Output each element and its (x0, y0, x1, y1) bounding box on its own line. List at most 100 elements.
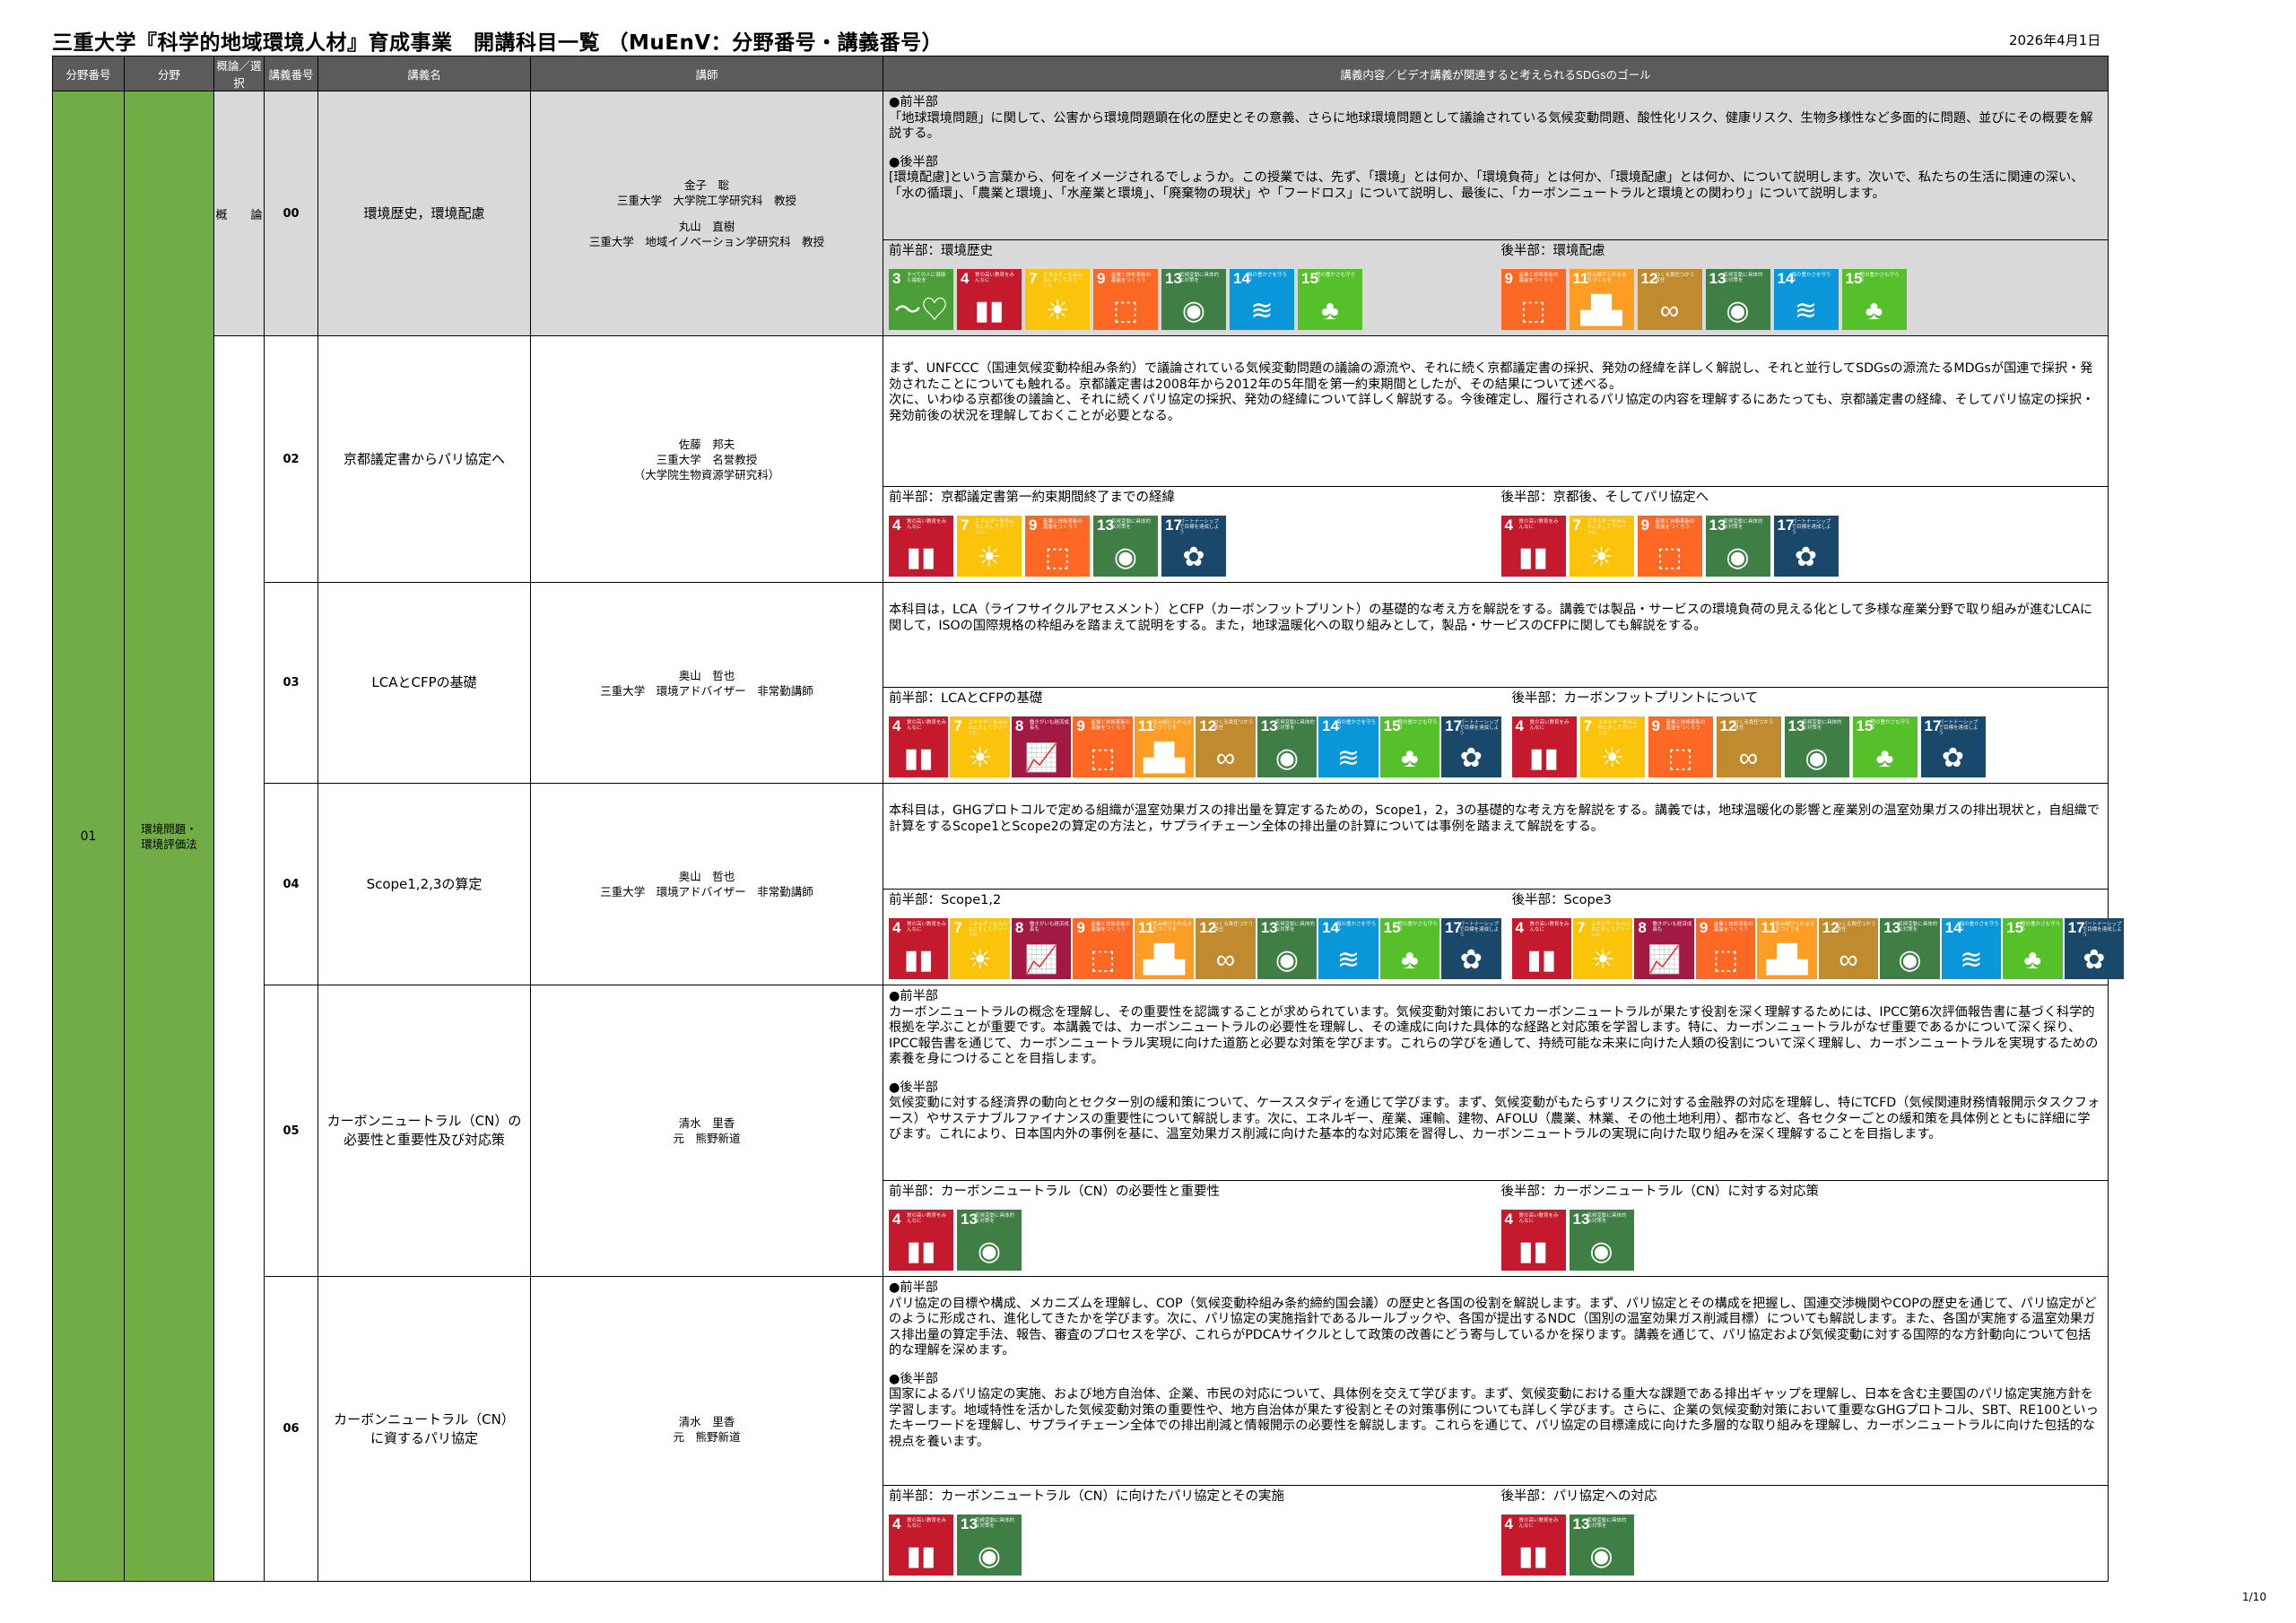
sdg-goal-8-icon: 8 働きがいも経済成長も 📈 (1634, 918, 1694, 979)
description-paragraph: 気候変動に対する経済界の動向とセクター別の緩和策について、ケーススタディを通じて… (889, 1096, 2100, 1141)
sdg-section: 前半部：カーボンニュートラル（CN）に向けたパリ協定とその実施 4 質の高い教育をみ… (883, 1485, 2108, 1581)
sdg-glyph: ◉ (1274, 945, 1300, 975)
sdg-number: 7 (953, 919, 962, 936)
sdg-caption: エネルギーをみんなにそしてクリーンに (968, 720, 1008, 736)
lecture-number: 00 (283, 206, 300, 221)
page-title: 三重大学『科学的地域環境人材』育成事業 開講科目一覧 （MuEnV：分野番号・講… (52, 31, 944, 55)
sdg-goal-11-icon: 11 住み続けられるまちづくりを ▟▙ (1757, 918, 1817, 979)
sdg-right-half: 後半部：環境配慮 9 産業と技術革新の基盤をつくろう ⬚ 11 住み続けられるまちづくりを… (1495, 240, 2108, 335)
sdg-goal-9-icon: 9 産業と技術革新の基盤をつくろう ⬚ (1073, 918, 1133, 979)
sdg-icon-row: 4 質の高い教育をみんなに ▮▮ 7 エネルギーをみんなにそしてクリーンに ☀ 8 働きがいも… (1511, 918, 2125, 979)
sdg-part-label: 前半部：カーボンニュートラル（CN）の必要性と重要性 (889, 1185, 1220, 1199)
sdg-caption: 質の高い教育をみんなに (1518, 1518, 1559, 1529)
sdg-section: 前半部：LCAとCFPの基礎 4 質の高い教育をみんなに ▮▮ 7 エネルギーをみんなにそ… (883, 687, 2108, 783)
sdg-glyph: ≋ (1336, 945, 1360, 975)
sdg-goal-7-icon: 7 エネルギーをみんなにそしてクリーンに ☀ (1025, 269, 1090, 330)
sdg-icon-row: 9 産業と技術革新の基盤をつくろう ⬚ 11 住み続けられるまちづくりを ▟▙ 12 つくる責… (1500, 269, 2103, 330)
sdg-glyph: ☀ (1590, 945, 1615, 975)
content-cell: ●前半部 「地球環境問題」に関して、公害から環境問題顕在化の歴史とその意義、さらに… (883, 91, 2109, 336)
sdg-glyph: 〜♡ (894, 296, 948, 325)
section-heading: ●後半部 (889, 1371, 938, 1386)
sdg-glyph: ⬚ (1667, 743, 1693, 773)
sdg-goal-12-icon: 12 つくる責任つかう責任 ∞ (1196, 716, 1256, 777)
lecture-description: ●前半部 カーボンニュートラルの概念を理解し、その重要性を認識することが求められて… (883, 985, 2108, 1180)
sdg-caption: 気候変動に具体的な対策を (975, 1518, 1015, 1529)
instructor-cell: 清水 里香元 熊野新道 (530, 985, 883, 1277)
sdg-number: 12 (1822, 919, 1839, 936)
instructor-cell: 佐藤 邦夫 三重大学 名誉教授 （大学院生物資源学研究科） (530, 335, 883, 583)
sdg-caption: エネルギーをみんなにそしてクリーンに (1043, 273, 1083, 289)
sdg-caption: 気候変動に具体的な対策を (1587, 1518, 1627, 1529)
sdg-number: 4 (892, 717, 901, 734)
sdg-part-label: 後半部：環境配慮 (1500, 244, 1605, 258)
lecture-number: 04 (283, 877, 300, 891)
sdg-goal-13-icon: 13 気候変動に具体的な対策を ◉ (1257, 716, 1318, 777)
sdg-caption: 気候変動に具体的な対策を (1587, 1213, 1627, 1224)
content-cell: 本科目は，LCA（ライフサイクルアセスメント）とCFP（カーボンフットプリント）… (883, 582, 2109, 784)
sdg-number: 15 (1383, 717, 1401, 734)
sdg-goal-11-icon: 11 住み続けられるまちづくりを ▟▙ (1134, 716, 1195, 777)
lecture-number-cell: 05 (264, 985, 318, 1277)
sdg-caption: パートナーシップで目標を達成しよう (1179, 519, 1220, 535)
sdg-part-label: 後半部：パリ協定への対応 (1500, 1489, 1657, 1504)
sdg-caption: パートナーシップで目標を達成しよう (1459, 922, 1500, 938)
lecture-number: 06 (283, 1422, 300, 1436)
header-field: 分野 (124, 56, 214, 91)
sdg-goal-13-icon: 13 気候変動に具体的な対策を ◉ (1705, 516, 1770, 577)
sdg-caption: 質の高い教育をみんなに (907, 1213, 947, 1224)
sdg-goal-8-icon: 8 働きがいも経済成長も 📈 (1011, 716, 1072, 777)
sdg-glyph: ≋ (1250, 296, 1274, 325)
instructor-line: 三重大学 環境アドバイザー 非常勤講師 (600, 885, 813, 898)
sdg-glyph: ♣ (2023, 945, 2042, 975)
sdg-number: 7 (1583, 717, 1592, 734)
sdg-number: 13 (1883, 919, 1901, 936)
sdg-number: 7 (1029, 270, 1038, 287)
sdg-number: 11 (1572, 270, 1589, 287)
sdg-caption: 陸の豊かさも守ろう (2021, 922, 2061, 933)
sdg-caption: 質の高い教育をみんなに (1518, 519, 1559, 530)
sdg-glyph: ◉ (1726, 296, 1750, 325)
sdg-goal-4-icon: 4 質の高い教育をみんなに ▮▮ (889, 716, 949, 777)
sdg-caption: 住み続けられるまちづくりを (1775, 922, 1815, 933)
sdg-caption: 気候変動に具体的な対策を (1898, 922, 1938, 933)
sdg-glyph: ✿ (2083, 945, 2106, 975)
sdg-goal-9-icon: 9 産業と技術革新の基盤をつくろう ⬚ (1093, 269, 1158, 330)
lecture-name: Scope1,2,3の算定 (366, 875, 483, 892)
sdg-part-label: 前半部：カーボンニュートラル（CN）に向けたパリ協定とその実施 (889, 1489, 1285, 1504)
lecture-description: ●前半部 「地球環境問題」に関して、公害から環境問題顕在化の歴史とその意義、さらに… (883, 91, 2108, 239)
sdg-caption: 住み続けられるまちづくりを (1152, 720, 1192, 731)
sdg-number: 4 (892, 919, 901, 936)
sdg-caption: つくる責任つかう責任 (1213, 720, 1254, 731)
sdg-glyph: ☀ (977, 542, 1002, 572)
sdg-goal-14-icon: 14 海の豊かさを守ろう ≋ (1318, 918, 1378, 979)
sdg-glyph: ▮▮ (906, 1541, 936, 1571)
description-paragraph: 次に、いわゆる京都後の議論と、それに続くパリ協定の採択、発効の経緯について詳しく… (889, 393, 2095, 423)
sdg-goal-3-icon: 3 すべての人に健康と福祉を 〜♡ (889, 269, 953, 330)
table-row: 01 環境問題・ 環境評価法概 論 00 環境歴史，環境配慮 金子 聡三重大学 大学院工学… (52, 91, 2109, 1582)
sdg-goal-17-icon: 17 パートナーシップで目標を達成しよう ✿ (1920, 716, 1986, 777)
sdg-goal-9-icon: 9 産業と技術革新の基盤をつくろう ⬚ (1073, 716, 1133, 777)
sdg-goal-15-icon: 15 陸の豊かさも守ろう ♣ (1379, 716, 1440, 777)
sdg-glyph: ◉ (1589, 1237, 1613, 1266)
sdg-number: 4 (1504, 1515, 1513, 1532)
lecture-name-cell: カーボンニュートラル（CN） に資するパリ協定 (317, 1276, 531, 1582)
lecture-name-cell: Scope1,2,3の算定 (317, 783, 531, 985)
sdg-goal-15-icon: 15 陸の豊かさも守ろう ♣ (1841, 269, 1907, 330)
instructor-cell: 清水 里香元 熊野新道 (530, 1276, 883, 1582)
sdg-number: 12 (1719, 717, 1737, 734)
sdg-number: 4 (892, 1515, 901, 1532)
sdg-goal-13-icon: 13 気候変動に具体的な対策を ◉ (957, 1210, 1022, 1271)
sdg-caption: つくる責任つかう責任 (1213, 922, 1254, 933)
lecture-number-cell: 03 (264, 582, 318, 784)
lecture-description: まず、UNFCCC（国連気候変動枠組み条約）で議論されている気候変動問題の議論の… (883, 336, 2108, 486)
sdg-goal-9-icon: 9 産業と技術革新の基盤をつくろう ⬚ (1025, 516, 1090, 577)
sdg-number: 9 (1097, 270, 1106, 287)
sdg-goal-14-icon: 14 海の豊かさを守ろう ≋ (1318, 716, 1378, 777)
sdg-glyph: ≋ (1794, 296, 1818, 325)
sdg-glyph: ∞ (1215, 945, 1236, 975)
header-type: 概論／選択 (213, 56, 265, 91)
sdg-left-half: 前半部：カーボンニュートラル（CN）の必要性と重要性 4 質の高い教育をみんなに ▮▮… (883, 1181, 1496, 1276)
sdg-glyph: ∞ (1215, 743, 1236, 773)
sdg-goal-7-icon: 7 エネルギーをみんなにそしてクリーンに ☀ (950, 716, 1010, 777)
sdg-number: 4 (961, 270, 970, 287)
